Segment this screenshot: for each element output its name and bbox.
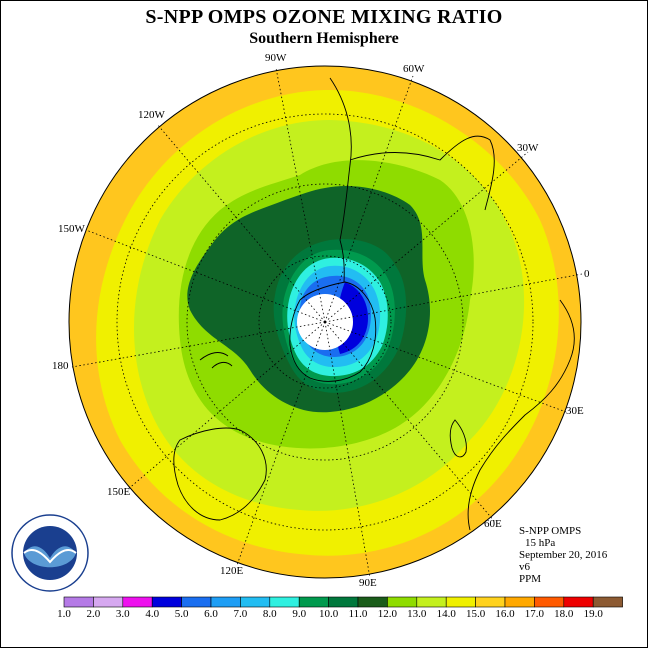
colorbar-swatch	[298, 596, 329, 608]
colorbar-tick-label: 13.0	[407, 608, 427, 620]
lon-label-120e: 120E	[220, 565, 244, 577]
colorbar-swatch	[210, 596, 241, 608]
colorbar-swatch	[328, 596, 359, 608]
graticule	[71, 67, 583, 579]
colorbar-tick-label: 15.0	[465, 608, 486, 620]
noaa-logo-disc	[23, 526, 77, 580]
antarctica-coast	[289, 281, 377, 382]
colorbar-swatch	[357, 596, 388, 608]
coastlines	[173, 77, 575, 531]
map-boundary	[68, 65, 582, 579]
pole-dot	[323, 320, 327, 324]
info-units: PPM	[519, 573, 542, 585]
colorbar-tick-label: 10.0	[318, 608, 339, 620]
colorbar-tick-label: 1.0	[57, 608, 71, 620]
colorbar-swatch	[151, 596, 182, 608]
map-title: S-NPP OMPS OZONE MIXING RATIO	[145, 6, 503, 28]
colorbar-swatch	[534, 596, 565, 608]
lon-label-60w: 60W	[403, 63, 425, 75]
lon-label-180: 180	[52, 360, 69, 372]
lon-label-30e: 30E	[566, 405, 584, 417]
colorbar-tick-label: 11.0	[348, 608, 368, 620]
colorbar-tick-label: 18.0	[554, 608, 574, 620]
latitude-circle-50s	[186, 183, 464, 461]
colorbar-tick-label: 9.0	[292, 608, 307, 620]
colorbar-swatch	[475, 596, 506, 608]
meridian-150w	[85, 229, 326, 323]
colorbar-swatch	[592, 596, 623, 608]
colorbar-swatch	[122, 596, 153, 608]
antarctic-peninsula	[339, 239, 345, 283]
meridian-120e	[236, 321, 326, 566]
meridian-30e	[324, 321, 567, 413]
colorbar-tick-label: 6.0	[204, 608, 218, 620]
south-america-coast	[329, 77, 495, 241]
noaa-logo	[11, 514, 89, 592]
info-version: v6	[519, 561, 530, 573]
colorbar-tick-label: 4.0	[145, 608, 160, 620]
meridian-90e	[324, 321, 371, 579]
colorbar-tick-label: 19.0	[583, 608, 603, 620]
info-block: S-NPP OMPS 15 hPa September 20, 2016 v6 …	[519, 525, 607, 585]
colorbar-tick-label: 14.0	[436, 608, 456, 620]
madagascar-coast	[449, 419, 467, 458]
colorbar-tick-label: 8.0	[262, 608, 277, 620]
colorbar-tick-label: 7.0	[233, 608, 248, 620]
lon-label-150w: 150W	[58, 223, 85, 235]
lon-label-60e: 60E	[484, 518, 502, 530]
colorbar-swatch	[240, 596, 271, 608]
lon-label-90w: 90W	[265, 52, 287, 64]
colorbar-swatch	[445, 596, 476, 608]
colorbar-tick-label: 5.0	[174, 608, 189, 620]
colorbar-swatch	[269, 596, 300, 608]
colorbar	[63, 596, 623, 608]
colorbar-tick-label: 16.0	[495, 608, 515, 620]
colorbar-swatch	[504, 596, 535, 608]
lon-label-30w: 30W	[517, 142, 539, 154]
noaa-logo-wave	[23, 549, 77, 564]
info-instrument: S-NPP OMPS	[519, 525, 582, 537]
colorbar-swatch	[181, 596, 212, 608]
colorbar-swatch	[93, 596, 124, 608]
meridian-120w	[156, 123, 326, 323]
info-date: September 20, 2016	[519, 549, 608, 561]
lon-label-120w: 120W	[138, 109, 165, 121]
colorbar-tick-label: 12.0	[377, 608, 398, 620]
colorbar-swatch	[563, 596, 594, 608]
latitude-circle-70s	[258, 255, 392, 389]
new-zealand-coast	[199, 352, 233, 369]
lon-label-150e: 150E	[107, 486, 131, 498]
latitude-circle-30s	[116, 113, 534, 531]
africa-coast	[467, 299, 575, 531]
lon-label-0: 0	[584, 268, 590, 280]
meridian-180	[71, 321, 326, 368]
colorbar-swatch	[63, 596, 94, 608]
colorbar-swatch	[416, 596, 447, 608]
lon-label-90e: 90E	[359, 577, 377, 589]
colorbar-tick-label: 17.0	[524, 608, 545, 620]
map-subtitle: Southern Hemisphere	[249, 30, 399, 47]
australia-coast	[173, 427, 267, 521]
colorbar-swatch	[387, 596, 418, 608]
info-pressure: 15 hPa	[525, 537, 556, 549]
meridian-90w	[275, 67, 326, 323]
meridian-150e	[126, 321, 326, 491]
meridian-30w	[324, 151, 529, 323]
colorbar-tick-label: 3.0	[115, 608, 130, 620]
colorbar-tick-label: 2.0	[86, 608, 101, 620]
